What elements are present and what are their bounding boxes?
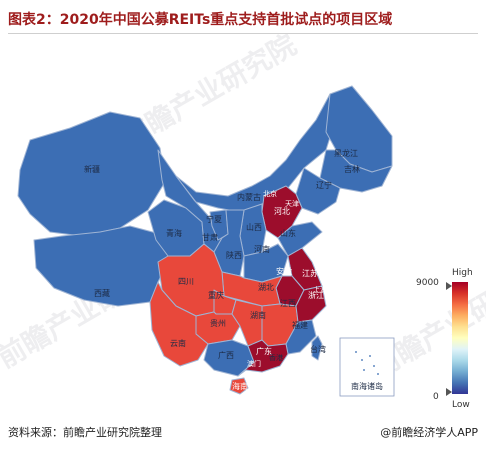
label-qinghai: 青海 (166, 228, 182, 238)
label-nanhai-inset: 南海诸岛 (351, 381, 383, 391)
label-taiwan: 台湾 (310, 344, 326, 354)
label-hebei: 河北 (274, 206, 290, 216)
label-jiangsu: 江苏 (302, 268, 318, 278)
label-ningxia: 宁夏 (206, 214, 222, 224)
label-xianggang: 香港 (269, 353, 283, 362)
label-xinjiang: 新疆 (84, 164, 100, 174)
label-guizhou: 贵州 (210, 318, 226, 328)
region-xinjiang[interactable] (17, 111, 166, 237)
label-anhui: 安徽 (276, 266, 292, 276)
legend-max-value: 9000 (416, 278, 439, 288)
label-shaanxi: 陕西 (226, 250, 242, 260)
legend-min-handle[interactable] (446, 388, 452, 396)
label-chongqing: 重庆 (208, 290, 224, 300)
chart-title: 图表2：2020年中国公募REITs重点支持首批试点的项目区域 (8, 12, 393, 28)
region-hainan[interactable] (229, 377, 249, 395)
label-neimenggu: 内蒙古 (237, 192, 261, 202)
label-zhejiang: 浙江 (308, 290, 324, 300)
label-guangdong: 广东 (256, 346, 272, 356)
label-shanghai: 上海 (313, 285, 327, 294)
label-yunnan: 云南 (170, 338, 186, 348)
region-taiwan[interactable] (311, 335, 323, 361)
label-fujian: 福建 (292, 320, 308, 330)
label-guangxi: 广西 (218, 350, 234, 360)
legend-color-scale (452, 282, 468, 394)
legend-low-label: Low (452, 400, 470, 410)
label-liaoning: 辽宁 (316, 180, 332, 190)
legend-min-value: 0 (433, 392, 439, 402)
region-yunnan[interactable] (149, 281, 209, 367)
label-gansu: 甘肃 (202, 232, 218, 242)
label-tianjin: 天津 (285, 200, 299, 208)
label-shanxi: 山西 (246, 222, 262, 232)
legend-max-handle[interactable] (446, 282, 452, 290)
label-hubei: 湖北 (258, 283, 274, 292)
region-guangdong[interactable] (237, 339, 289, 377)
label-heilongjiang: 黑龙江 (334, 148, 358, 158)
label-henan: 河南 (254, 244, 270, 254)
title-divider (8, 33, 478, 34)
legend-high-label: High (452, 268, 473, 278)
label-xizang: 西藏 (94, 288, 110, 298)
region-hubei[interactable] (221, 271, 283, 307)
label-hainan: 海南 (232, 381, 248, 391)
source-note: 资料来源：前瞻产业研究院整理 (8, 426, 162, 439)
label-beijing: 北京 (263, 189, 277, 198)
label-aomen: 澳门 (247, 359, 261, 368)
label-jiangxi: 江西 (280, 299, 296, 308)
south-china-sea-inset (339, 337, 395, 397)
label-hunan: 湖南 (250, 310, 266, 320)
label-sichuan: 四川 (178, 277, 194, 286)
label-shandong: 山东 (280, 228, 296, 238)
brand-tag: @前瞻经济学人APP (380, 426, 478, 439)
label-jilin: 吉林 (344, 164, 360, 174)
